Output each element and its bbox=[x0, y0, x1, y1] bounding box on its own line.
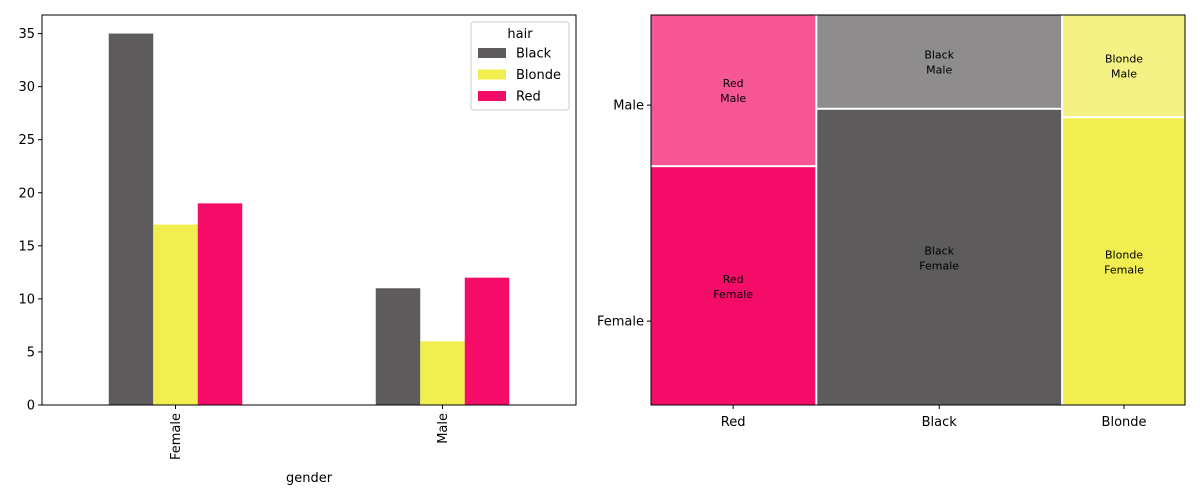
legend-swatch-black bbox=[478, 48, 506, 58]
mosaic-cell-label-hair: Black bbox=[924, 48, 954, 61]
bar-blonde-female bbox=[153, 224, 198, 405]
mosaic-y-tick-label-female: Female bbox=[597, 315, 644, 330]
y-tick-label: 25 bbox=[18, 133, 35, 148]
mosaic-cell-label-gender: Male bbox=[926, 63, 952, 76]
legend: hair Black Blonde Red bbox=[470, 21, 570, 111]
mosaic-x-tick-label-red: Red bbox=[721, 415, 746, 430]
bar-axes-frame bbox=[41, 14, 577, 406]
y-tick-label: 15 bbox=[18, 239, 35, 254]
legend-swatch-blonde bbox=[478, 69, 506, 80]
mosaic-x-tick-label-black: Black bbox=[922, 415, 958, 430]
legend-label-red: Red bbox=[516, 90, 541, 105]
mosaic-x-tick-label-blonde: Blonde bbox=[1102, 415, 1147, 430]
mosaic-cell-label-gender: Female bbox=[919, 259, 959, 272]
bar-red-male bbox=[464, 277, 510, 405]
mosaic-cell-black-female bbox=[817, 109, 1062, 406]
mosaic-cell-label-gender: Male bbox=[1111, 68, 1137, 81]
x-axis-label: gender bbox=[286, 471, 333, 486]
mosaic-y-tick-label-male: Male bbox=[613, 99, 644, 114]
x-tick-label-female: Female bbox=[169, 413, 184, 460]
legend-swatch-red bbox=[478, 91, 506, 101]
mosaic-axes-frame bbox=[650, 14, 1186, 406]
bar-red-female bbox=[197, 203, 243, 405]
y-tick-label: 5 bbox=[27, 345, 35, 360]
mosaic-cell-red-female bbox=[651, 167, 816, 405]
mosaic-cell-label-hair: Blonde bbox=[1105, 249, 1143, 262]
y-tick-label: 10 bbox=[18, 292, 35, 307]
mosaic-cell-label-gender: Female bbox=[713, 288, 753, 301]
bar-black-female bbox=[108, 33, 154, 405]
grouped-bar-chart: 0 5 10 15 20 25 30 35 Female Male gender hair Black B… bbox=[18, 14, 577, 486]
mosaic-cell-blonde-female bbox=[1063, 118, 1185, 405]
y-tick-label: 0 bbox=[27, 399, 35, 414]
legend-frame bbox=[470, 21, 570, 111]
mosaic-cell-label-gender: Female bbox=[1104, 264, 1144, 277]
mosaic-cell-label-hair: Red bbox=[723, 273, 744, 286]
y-tick-label: 20 bbox=[18, 186, 35, 201]
y-tick-label: 30 bbox=[18, 80, 35, 95]
mosaic-cell-label-hair: Red bbox=[723, 77, 744, 90]
legend-label-blonde: Blonde bbox=[516, 68, 561, 83]
mosaic-cell-label-hair: Black bbox=[924, 244, 954, 257]
legend-label-black: Black bbox=[516, 47, 552, 62]
x-tick-label-male: Male bbox=[436, 413, 451, 444]
mosaic-chart: Red Male Red Female Black Male Black Female Blon… bbox=[597, 14, 1186, 430]
mosaic-cell-label-gender: Male bbox=[720, 92, 746, 105]
legend-title: hair bbox=[507, 27, 533, 42]
mosaic-cell-blonde-male bbox=[1063, 15, 1185, 117]
mosaic-cell-label-hair: Blonde bbox=[1105, 53, 1143, 66]
y-tick-label: 35 bbox=[18, 27, 35, 42]
mosaic-cell-red-male bbox=[651, 15, 816, 166]
bar-blonde-male bbox=[420, 341, 465, 405]
bar-black-male bbox=[375, 288, 421, 405]
mosaic-cell-black-male bbox=[817, 15, 1062, 108]
